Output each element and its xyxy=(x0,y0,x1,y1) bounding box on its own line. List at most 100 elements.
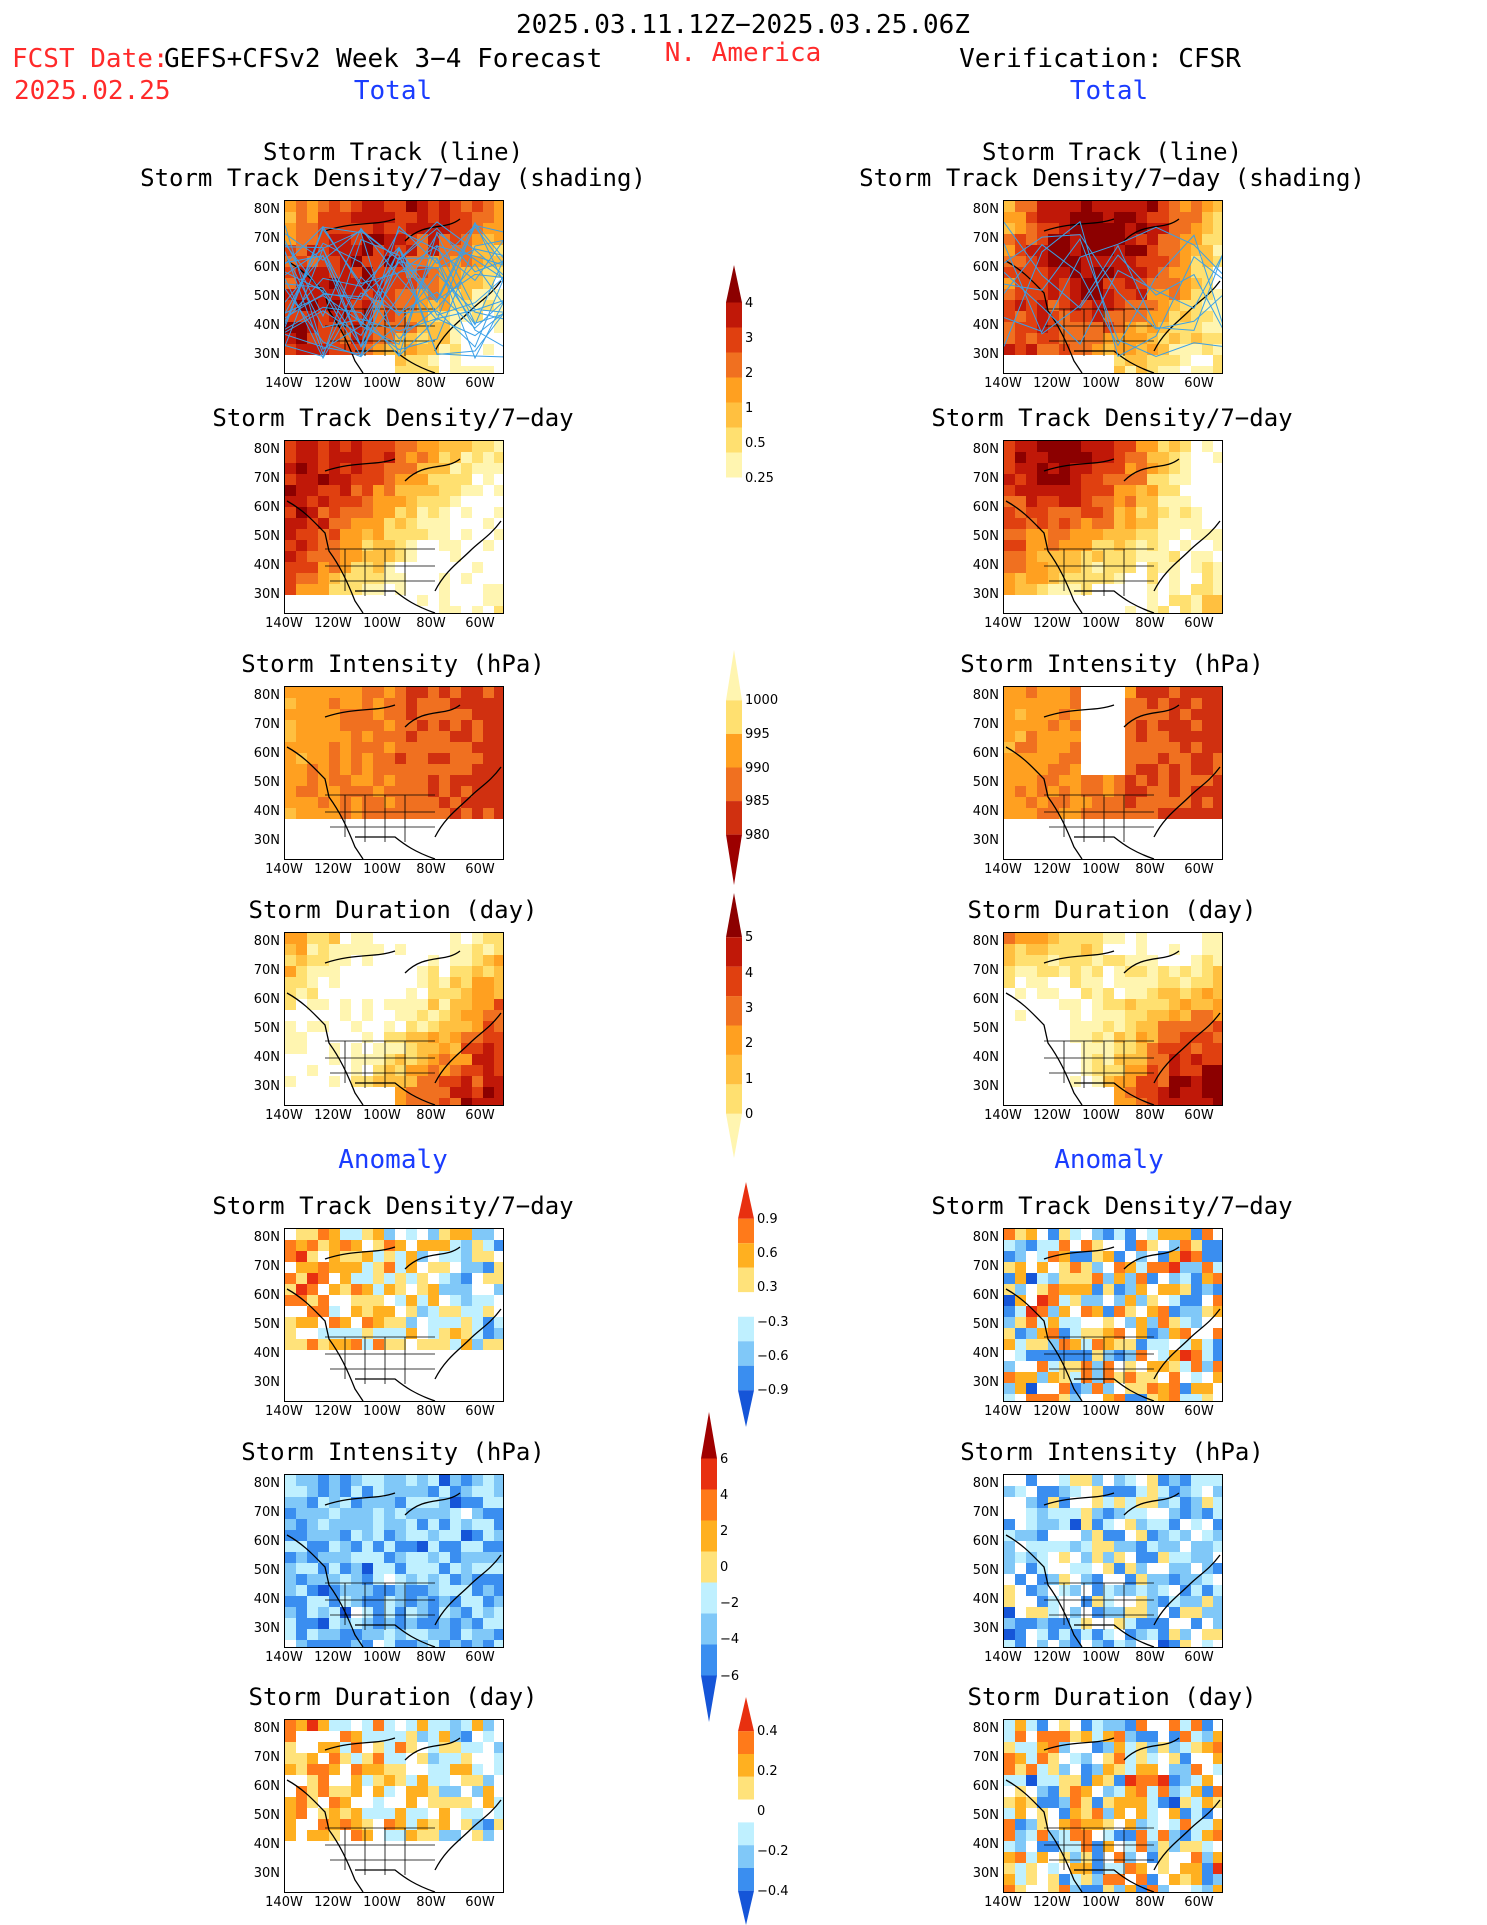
lon-tick: 140W xyxy=(984,1650,1022,1665)
lon-tick: 120W xyxy=(314,1404,352,1419)
lat-tick: 70N xyxy=(253,963,280,978)
lat-tick: 70N xyxy=(972,1750,999,1765)
lon-tick: 60W xyxy=(1184,1650,1214,1665)
total-right-label: Total xyxy=(1069,76,1149,106)
lat-tick: 50N xyxy=(972,775,999,790)
anomaly-right-label: Anomaly xyxy=(1054,1145,1164,1175)
state-borders xyxy=(1044,1827,1154,1875)
lat-tick: 30N xyxy=(972,1621,999,1636)
lon-tick: 80W xyxy=(416,376,446,391)
map-svg xyxy=(1004,933,1222,1105)
lat-tick: 60N xyxy=(972,746,999,761)
lon-tick: 60W xyxy=(465,1650,495,1665)
storm-track-line xyxy=(285,263,503,340)
lat-tick: 40N xyxy=(972,1050,999,1065)
map-svg xyxy=(1004,1229,1222,1401)
panel-title: Storm Track Density/7−day xyxy=(931,404,1293,432)
lat-tick: 60N xyxy=(253,746,280,761)
lat-tick: 60N xyxy=(253,500,280,515)
storm-track-line xyxy=(1004,254,1222,345)
colorbar-density xyxy=(726,265,742,515)
lon-tick: 140W xyxy=(984,376,1022,391)
panel-title: Storm Intensity (hPa) xyxy=(960,1438,1264,1466)
panel-title: Storm Track Density/7−day xyxy=(931,1192,1293,1220)
colorbar-swatch xyxy=(738,1799,754,1823)
lon-tick: 80W xyxy=(416,616,446,631)
lat-tick: 40N xyxy=(253,1592,280,1607)
colorbar-label: 0.25 xyxy=(745,470,774,486)
colorbar-swatch xyxy=(726,733,742,768)
coastline xyxy=(1005,704,1221,859)
storm-track-line xyxy=(285,259,503,337)
lon-tick: 60W xyxy=(465,1895,495,1910)
period-title: 2025.03.11.12Z−2025.03.25.06Z xyxy=(516,10,970,40)
state-borders xyxy=(1044,1582,1154,1630)
colorbar-label: 6 xyxy=(720,1451,729,1467)
colorbar-duration_anom xyxy=(738,1697,754,1925)
colorbar-label: −0.2 xyxy=(757,1843,789,1859)
panel-title: Storm Track Density/7−day xyxy=(212,1192,574,1220)
lon-tick: 120W xyxy=(1033,1108,1071,1123)
map-right-row6 xyxy=(1003,1474,1223,1648)
lat-tick: 50N xyxy=(972,529,999,544)
lat-tick: 70N xyxy=(972,1505,999,1520)
colorbar-swatch xyxy=(726,452,742,478)
region-label: N. America xyxy=(664,38,822,68)
lon-tick: 60W xyxy=(1184,376,1214,391)
lat-tick: 60N xyxy=(253,1288,280,1303)
map-svg xyxy=(285,933,503,1105)
total-left-label: Total xyxy=(353,76,433,106)
panel-title: Storm Intensity (hPa) xyxy=(960,650,1264,678)
lat-tick: 80N xyxy=(972,442,999,457)
colorbar-swatch xyxy=(726,893,742,938)
lon-tick: 80W xyxy=(1135,376,1165,391)
colorbar-swatch xyxy=(726,427,742,453)
lon-tick: 80W xyxy=(416,1404,446,1419)
lon-tick: 80W xyxy=(416,1108,446,1123)
lon-tick: 60W xyxy=(465,376,495,391)
lat-tick: 40N xyxy=(253,1050,280,1065)
colorbar-label: 4 xyxy=(745,295,754,311)
lat-tick: 30N xyxy=(972,1866,999,1881)
colorbar-label: 0.2 xyxy=(757,1764,778,1780)
lat-tick: 70N xyxy=(253,1505,280,1520)
colorbar-label: 2 xyxy=(745,365,754,381)
colorbar-swatch xyxy=(738,1365,754,1391)
colorbar-intensity_anom xyxy=(701,1412,717,1722)
lat-tick: 50N xyxy=(972,289,999,304)
lat-tick: 60N xyxy=(253,992,280,1007)
lon-tick: 120W xyxy=(1033,1650,1071,1665)
panel-title: Storm Track (line) xyxy=(981,138,1243,166)
lat-tick: 70N xyxy=(253,231,280,246)
storm-track-line xyxy=(285,230,503,301)
colorbar-swatch xyxy=(738,1292,754,1317)
colorbar-swatch xyxy=(726,1084,742,1114)
coastline xyxy=(1005,1246,1221,1401)
lon-tick: 120W xyxy=(1033,376,1071,391)
lat-tick: 80N xyxy=(253,1476,280,1491)
colorbar-label: 4 xyxy=(745,965,754,981)
colorbar-label: 0.3 xyxy=(757,1280,778,1296)
state-borders xyxy=(325,548,435,596)
lat-tick: 60N xyxy=(972,260,999,275)
map-svg xyxy=(1004,1475,1222,1647)
storm-track-line xyxy=(285,248,503,327)
colorbar-label: −2 xyxy=(720,1596,740,1612)
colorbar-swatch xyxy=(701,1551,717,1583)
colorbar-swatch xyxy=(726,402,742,428)
lat-tick: 40N xyxy=(972,318,999,333)
map-svg xyxy=(1004,201,1222,373)
panel-title: Storm Duration (day) xyxy=(248,1683,538,1711)
lon-tick: 140W xyxy=(265,1404,303,1419)
lat-tick: 50N xyxy=(972,1317,999,1332)
lat-tick: 80N xyxy=(253,202,280,217)
lon-tick: 120W xyxy=(1033,1404,1071,1419)
lon-tick: 100W xyxy=(1082,1895,1120,1910)
lat-tick: 40N xyxy=(972,558,999,573)
lat-tick: 60N xyxy=(253,1534,280,1549)
lon-tick: 140W xyxy=(984,1404,1022,1419)
map-left-row5 xyxy=(284,1228,504,1402)
colorbar-swatch xyxy=(726,996,742,1026)
lat-tick: 50N xyxy=(253,1808,280,1823)
state-borders xyxy=(325,1582,435,1630)
